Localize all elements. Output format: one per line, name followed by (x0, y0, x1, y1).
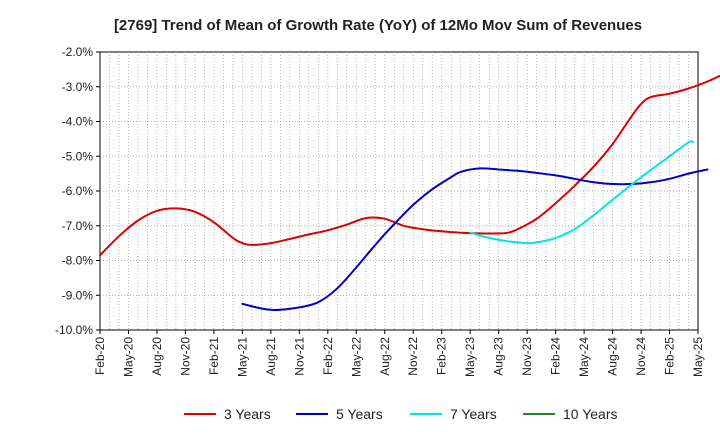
x-tick-label: Nov-21 (292, 337, 306, 376)
x-tick-label: Aug-23 (492, 337, 506, 376)
x-tick-label: Nov-22 (406, 337, 420, 376)
x-tick-label: Aug-20 (150, 337, 164, 376)
legend-item-7y[interactable]: 7 Years (410, 406, 497, 422)
y-axis-ticks: -2.0% -3.0% -4.0% -5.0% -6.0% -7.0% -8.0% -9.0%… (55, 45, 100, 337)
x-tick-label: Nov-20 (178, 337, 192, 376)
legend-label-7y: 7 Years (450, 406, 497, 422)
y-tick-label: -7.0% (62, 219, 94, 233)
legend-label-5y: 5 Years (336, 406, 383, 422)
x-tick-label: Feb-24 (549, 337, 563, 375)
x-tick-label: Aug-22 (378, 337, 392, 376)
x-tick-label: May-20 (121, 337, 135, 377)
x-tick-label: Feb-21 (207, 337, 221, 375)
x-tick-label: May-24 (577, 337, 591, 377)
legend-item-5y[interactable]: 5 Years (296, 406, 383, 422)
series-line-5-years (241, 167, 709, 312)
y-tick-label: -9.0% (62, 288, 94, 302)
legend-label-3y: 3 Years (224, 406, 271, 422)
legend-item-3y[interactable]: 3 Years (184, 406, 271, 422)
chart-title: [2769] Trend of Mean of Growth Rate (YoY… (114, 17, 642, 34)
grid (100, 52, 698, 330)
x-tick-label: May-23 (463, 337, 477, 377)
x-tick-label: Feb-20 (93, 337, 107, 375)
x-tick-label: Feb-22 (321, 337, 335, 375)
plot-area (99, 51, 699, 331)
x-tick-label: Feb-25 (663, 337, 677, 375)
x-tick-label: May-21 (235, 337, 249, 377)
y-tick-label: -3.0% (62, 80, 94, 94)
y-tick-label: -6.0% (62, 184, 94, 198)
x-tick-label: Aug-21 (264, 337, 278, 376)
y-tick-label: -2.0% (62, 45, 94, 59)
x-axis-ticks: Feb-20 May-20 Aug-20 Nov-20 Feb-21 May-21 Aug-… (93, 330, 705, 377)
x-tick-label: May-25 (691, 337, 705, 377)
x-tick-label: Aug-24 (606, 337, 620, 376)
x-tick-label: Nov-23 (520, 337, 534, 376)
y-tick-label: -8.0% (62, 254, 94, 268)
y-tick-label: -10.0% (55, 323, 93, 337)
series-line-7-years (469, 140, 695, 245)
legend: 3 Years 5 Years 7 Years 10 Years (184, 406, 618, 422)
x-tick-label: Nov-24 (634, 337, 648, 376)
x-tick-label: May-22 (349, 337, 363, 377)
y-tick-label: -4.0% (62, 115, 94, 129)
x-tick-label: Feb-23 (435, 337, 449, 375)
legend-label-10y: 10 Years (563, 406, 618, 422)
y-tick-label: -5.0% (62, 149, 94, 163)
legend-item-10y[interactable]: 10 Years (523, 406, 618, 422)
series-lines (99, 74, 720, 312)
series-line-3-years (99, 74, 720, 257)
